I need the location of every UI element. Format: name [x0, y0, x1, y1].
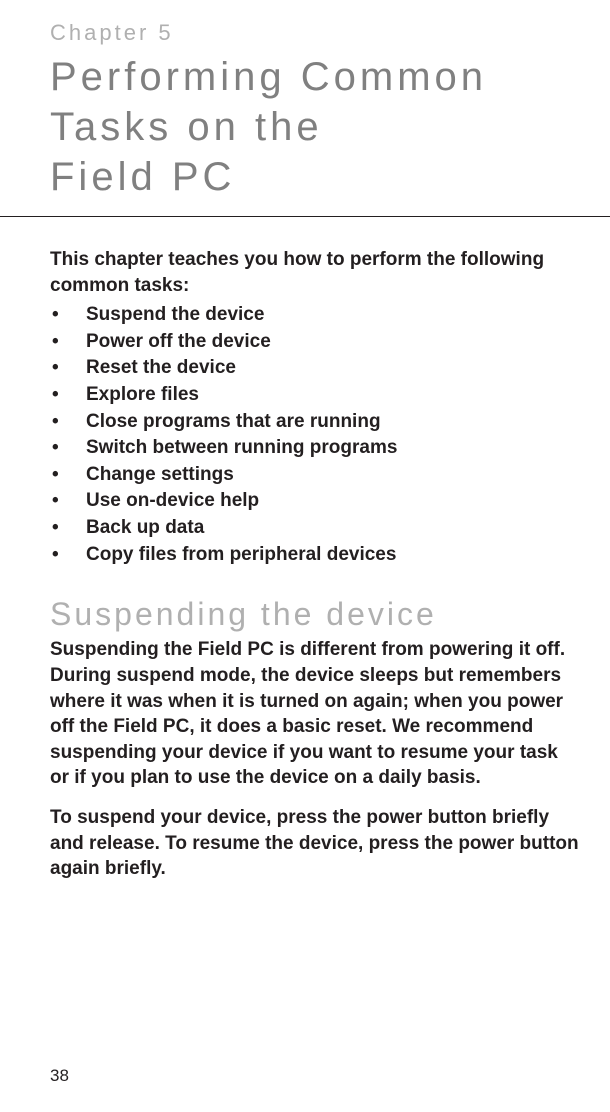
page-number: 38: [50, 1066, 69, 1086]
chapter-divider: [0, 216, 610, 217]
list-item: Back up data: [50, 515, 580, 542]
list-item: Close programs that are running: [50, 409, 580, 436]
intro-paragraph: This chapter teaches you how to perform …: [50, 247, 580, 298]
task-list: Suspend the device Power off the device …: [50, 302, 580, 568]
chapter-title: Performing Common Tasks on the Field PC: [50, 52, 580, 202]
list-item: Use on-device help: [50, 488, 580, 515]
body-paragraph-2: To suspend your device, press the power …: [50, 805, 580, 882]
list-item: Reset the device: [50, 355, 580, 382]
list-item: Power off the device: [50, 329, 580, 356]
list-item: Explore files: [50, 382, 580, 409]
chapter-title-line3: Field PC: [50, 155, 235, 199]
chapter-title-line1: Performing Common: [50, 55, 487, 99]
list-item: Copy files from peripheral devices: [50, 542, 580, 569]
chapter-title-line2: Tasks on the: [50, 105, 323, 149]
list-item: Switch between running programs: [50, 435, 580, 462]
section-heading: Suspending the device: [50, 596, 580, 633]
body-paragraph-1: Suspending the Field PC is different fro…: [50, 637, 580, 791]
list-item: Suspend the device: [50, 302, 580, 329]
list-item: Change settings: [50, 462, 580, 489]
chapter-label: Chapter 5: [50, 20, 580, 46]
